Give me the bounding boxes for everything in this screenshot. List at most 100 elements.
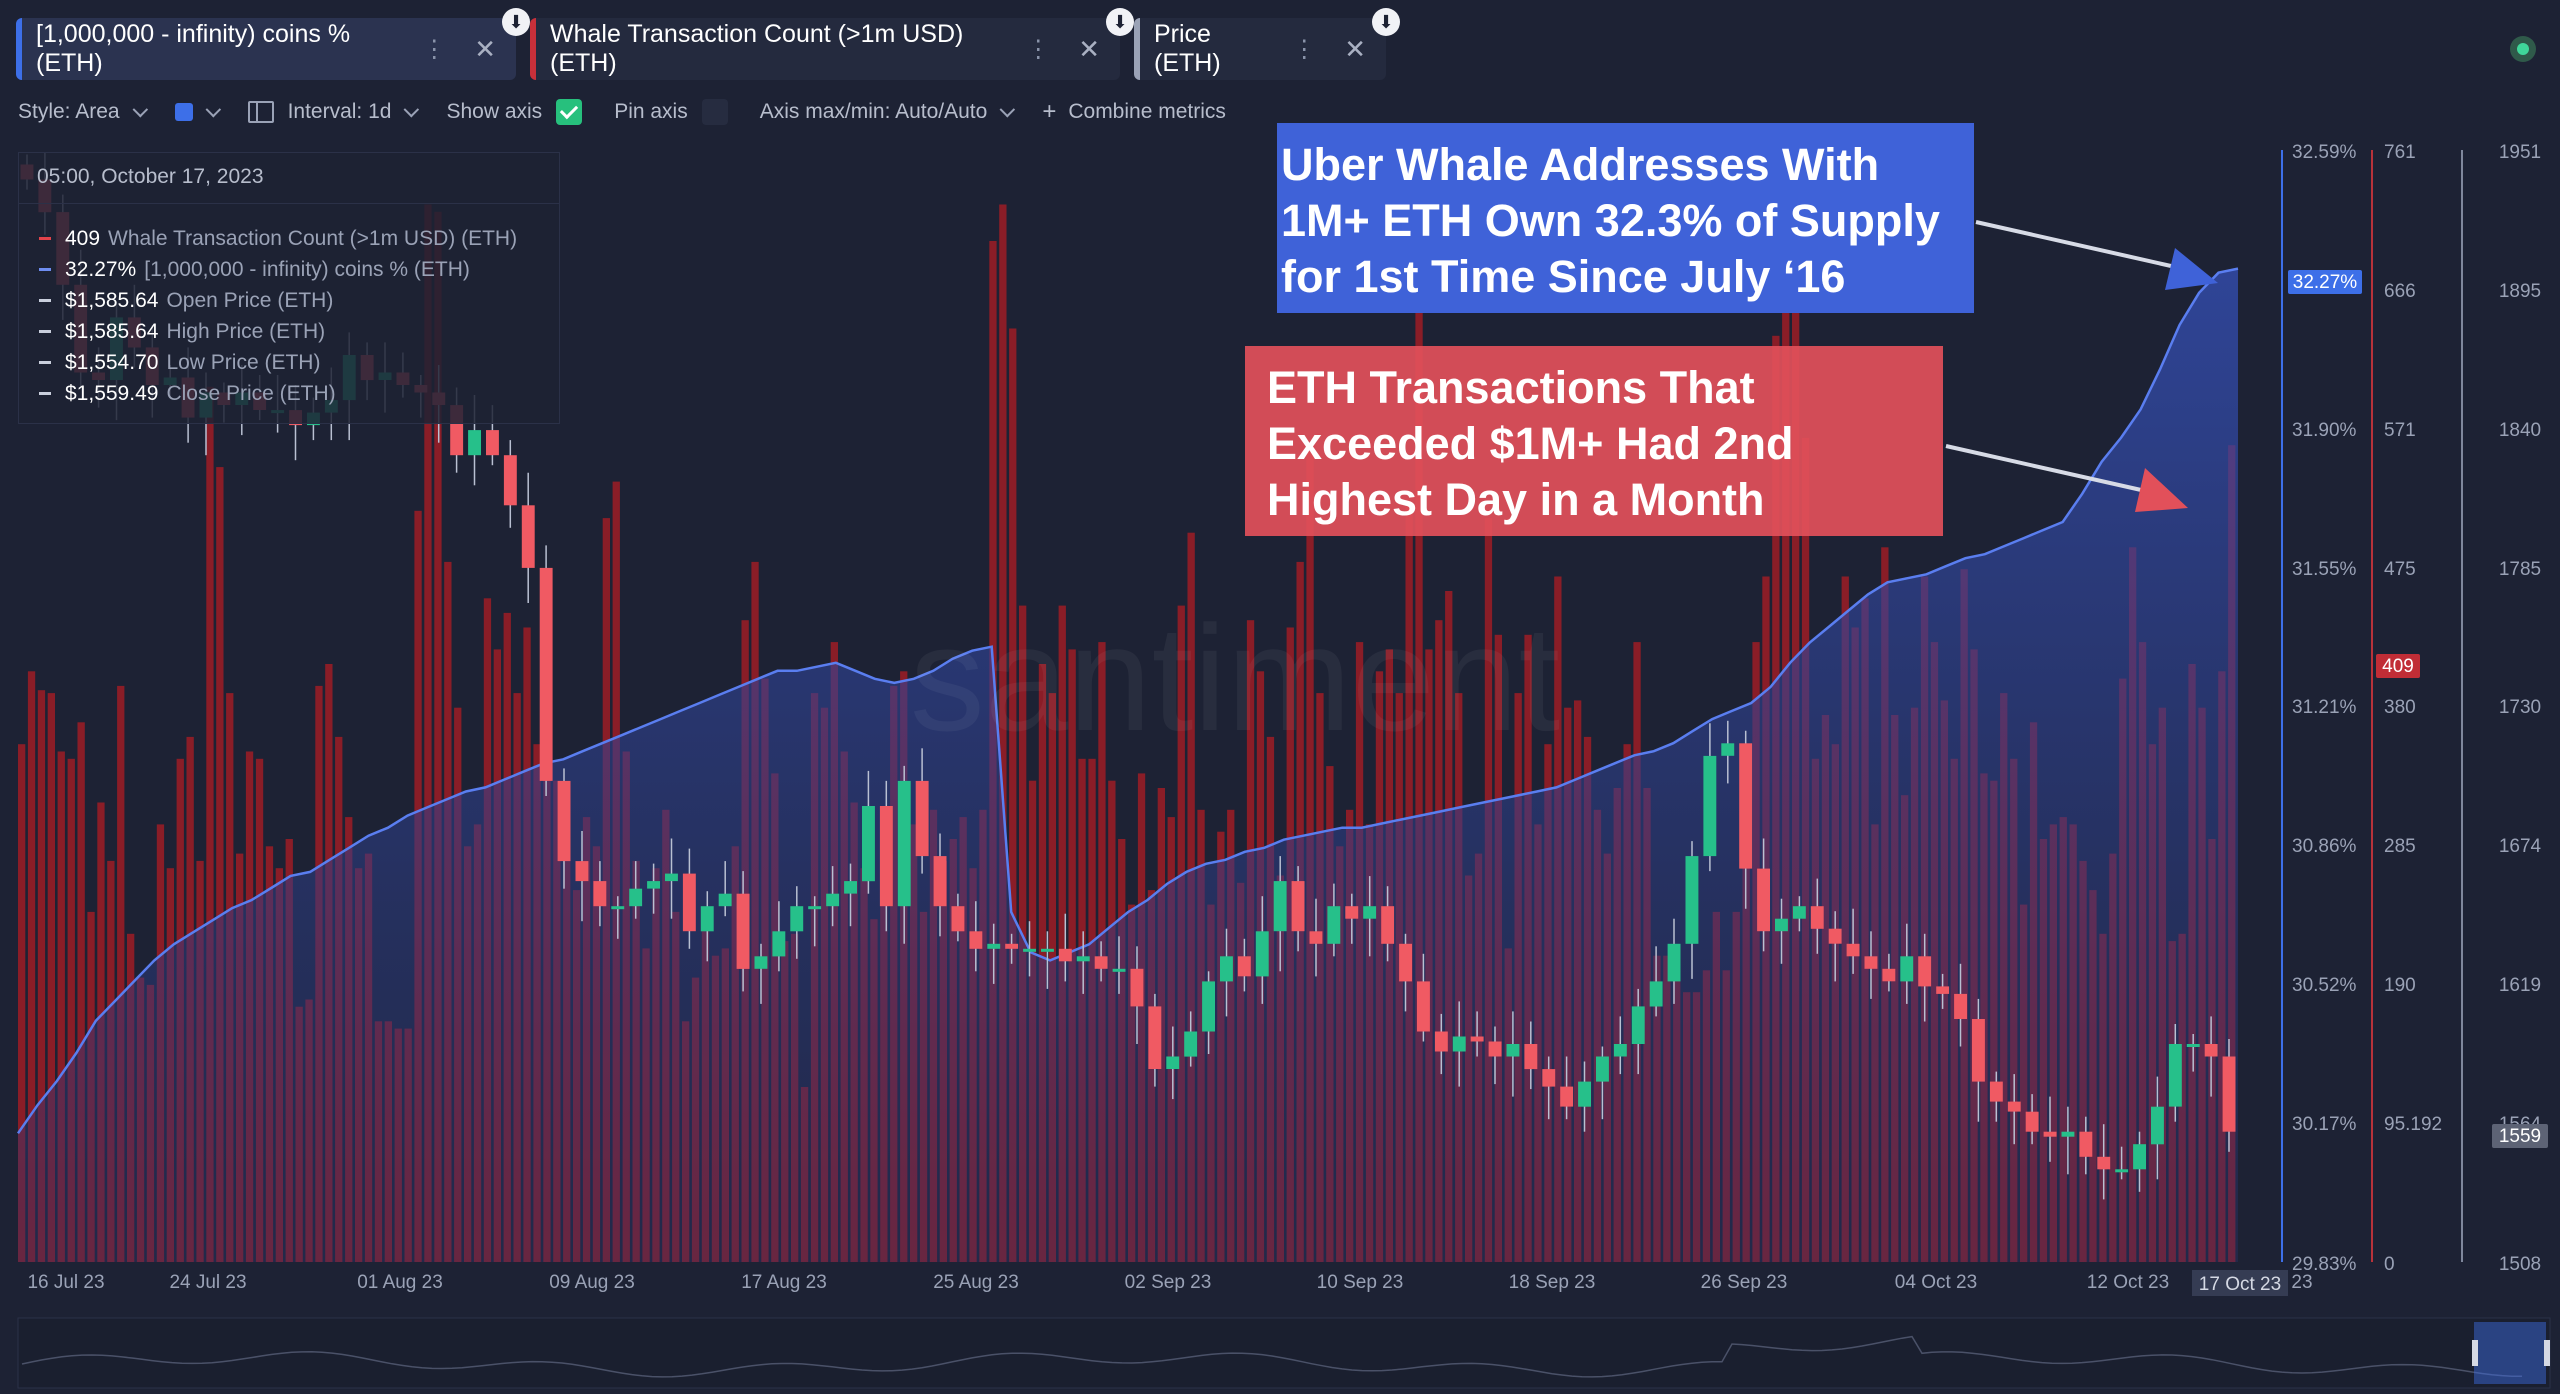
axis-tick-label: 1730 xyxy=(2499,697,2541,718)
tab-whale-supply[interactable]: [1,000,000 - infinity) coins % (ETH) ⋮ ✕… xyxy=(16,8,530,80)
legend-label: [1,000,000 - infinity) coins % (ETH) xyxy=(144,257,470,281)
annotation-line: ETH Transactions That xyxy=(1267,362,1755,413)
tab-price[interactable]: Price (ETH) ⋮ ✕ ⬇ xyxy=(1134,8,1400,80)
color-dropdown[interactable] xyxy=(174,101,221,121)
annotation-whale-supply: Uber Whale Addresses With 1M+ ETH Own 32… xyxy=(1277,123,2218,313)
candle-body xyxy=(2061,1131,2075,1137)
candle-body xyxy=(1130,968,1144,1007)
legend-value: 409 xyxy=(65,226,101,250)
candle-body xyxy=(736,893,750,969)
legend-row: $1,559.49 Close Price (ETH) xyxy=(39,378,517,409)
candle-body xyxy=(1237,956,1251,977)
candle-body xyxy=(879,806,893,907)
show-axis-checkbox[interactable] xyxy=(556,99,583,125)
candle-body xyxy=(1954,993,1967,1019)
tab-whale-transactions[interactable]: Whale Transaction Count (>1m USD) (ETH) … xyxy=(530,8,1134,80)
candle-body xyxy=(826,893,840,907)
annotation-box xyxy=(1245,346,1943,536)
candle-body xyxy=(1631,1006,1645,1044)
color-swatch xyxy=(174,103,193,121)
whale-count-bar xyxy=(67,758,75,1262)
candle-body xyxy=(1918,956,1932,987)
pin-icon[interactable]: ⬇ xyxy=(1106,8,1134,36)
legend-row: $1,585.64 Open Price (ETH) xyxy=(39,285,517,316)
candle-body xyxy=(521,505,535,568)
candle-body xyxy=(1345,906,1359,919)
pin-axis-checkbox[interactable] xyxy=(701,99,728,125)
show-axis-toggle[interactable]: Show axis xyxy=(446,99,583,125)
style-dropdown[interactable]: Style: Area xyxy=(18,100,148,124)
candle-body xyxy=(772,931,786,957)
interval-dropdown[interactable]: Interval: 1d xyxy=(247,100,420,124)
axis-tick-label: 1619 xyxy=(2499,975,2541,996)
current-value-label: 32.27% xyxy=(2293,272,2358,293)
candle-body xyxy=(1381,906,1395,944)
candle-body xyxy=(1542,1069,1556,1087)
close-icon[interactable]: ✕ xyxy=(1344,33,1366,64)
legend-row: $1,554.70 Low Price (ETH) xyxy=(39,347,517,378)
style-label: Style: Area xyxy=(18,100,120,123)
close-icon[interactable]: ✕ xyxy=(1078,33,1100,64)
candle-body xyxy=(933,856,947,907)
axis-tick-label: 571 xyxy=(2384,420,2416,441)
whale-count-bar xyxy=(424,204,432,1262)
combine-metrics-button[interactable]: + Combine metrics xyxy=(1042,98,1226,126)
candle-body xyxy=(539,567,553,781)
pin-icon[interactable]: ⬇ xyxy=(1372,8,1400,36)
x-tick-label: 17 Aug 23 xyxy=(741,1272,827,1293)
candle-body xyxy=(593,881,607,907)
more-icon[interactable]: ⋮ xyxy=(1292,35,1317,63)
x-highlight-badge xyxy=(2192,1270,2288,1296)
annotation-line: for 1st Time Since July ‘16 xyxy=(1281,251,1845,302)
annotation-line: Uber Whale Addresses With xyxy=(1281,139,1879,190)
x-tick-label: 16 Jul 23 xyxy=(27,1272,104,1293)
tab-label: Price (ETH) xyxy=(1154,20,1221,77)
close-icon[interactable]: ✕ xyxy=(474,33,496,64)
legend-swatch xyxy=(39,361,51,364)
x-tick-label: 10 Sep 23 xyxy=(1317,1272,1404,1293)
timeline-navigator[interactable] xyxy=(17,1317,2551,1389)
pin-icon[interactable]: ⬇ xyxy=(502,8,530,36)
whale-count-bar xyxy=(18,744,26,1262)
candle-body xyxy=(1506,1044,1520,1057)
pin-axis-toggle[interactable]: Pin axis xyxy=(614,99,728,125)
whale-count-bar xyxy=(216,467,224,1263)
current-value-label: 409 xyxy=(2382,656,2414,677)
axis-range-dropdown[interactable]: Axis max/min: Auto/Auto xyxy=(760,100,1016,124)
annotation-line: Highest Day in a Month xyxy=(1267,474,1765,525)
x-tick-label: 01 Aug 23 xyxy=(357,1272,443,1293)
divider xyxy=(19,203,559,204)
legend-swatch xyxy=(39,392,51,395)
axis-tick-label: 30.17% xyxy=(2292,1114,2357,1135)
axis-tick-label: 0 xyxy=(2384,1254,2395,1275)
candle-body xyxy=(1309,931,1323,944)
candle-body xyxy=(1775,918,1788,932)
candle-body xyxy=(1112,968,1126,972)
candle-body xyxy=(987,943,1001,949)
axis-tick-label: 31.55% xyxy=(2292,559,2357,580)
candle-body xyxy=(1846,943,1860,957)
plus-icon: + xyxy=(1042,98,1057,125)
candle-body xyxy=(1596,1056,1609,1082)
axis-tick-label: 1895 xyxy=(2499,281,2541,302)
annotation-arrow-line xyxy=(1945,444,2151,494)
more-icon[interactable]: ⋮ xyxy=(1026,35,1051,63)
tab-color-bar xyxy=(530,18,536,80)
legend-value: $1,585.64 xyxy=(65,319,159,343)
axis-tick-label: 1951 xyxy=(2499,142,2541,163)
candle-body xyxy=(1703,755,1717,857)
more-icon[interactable]: ⋮ xyxy=(422,35,447,63)
whale-count-bar xyxy=(1009,328,1017,1262)
x-axis: 16 Jul 23 24 Jul 23 01 Aug 23 09 Aug 23 17 A… xyxy=(27,1270,2313,1296)
x-tick-label: 04 Oct 23 xyxy=(1895,1272,1977,1293)
candle-body xyxy=(1739,743,1753,869)
candle-body xyxy=(1792,906,1806,919)
candle-body xyxy=(951,906,965,932)
whale-count-bar xyxy=(434,211,442,1262)
candle-body xyxy=(915,780,929,857)
candle-body xyxy=(718,893,732,907)
candle-body xyxy=(2025,1111,2039,1132)
candle-body xyxy=(1864,956,1878,969)
